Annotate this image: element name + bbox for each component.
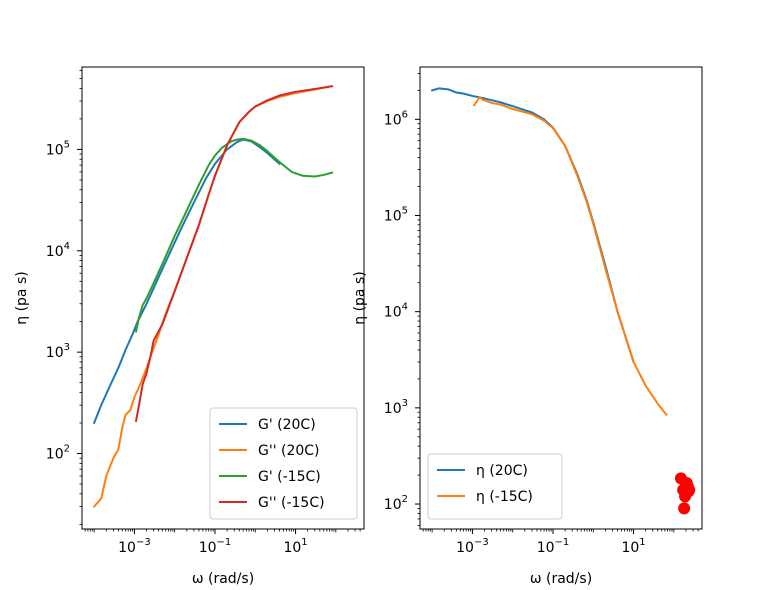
x-tick-label: 101	[283, 537, 307, 556]
legend: G' (20C) G'' (20C) G' (-15C) G'' (-15C)	[209, 407, 358, 520]
right-chart-panel: 10−3 10−1 101 102 103 104 105 106 ω (rad/s) η (pa…	[352, 66, 703, 587]
plot-area	[430, 87, 696, 515]
data-point	[678, 502, 691, 515]
y-tick-label: 102	[46, 444, 70, 463]
y-tick-label: 103	[384, 398, 408, 417]
legend-label: η (20C)	[476, 463, 528, 479]
legend-label: G'' (20C)	[258, 443, 320, 459]
series-line	[472, 96, 668, 417]
y-tick-label: 104	[384, 302, 408, 321]
y-axis-label: η (pa s)	[14, 271, 30, 324]
data-point	[679, 479, 692, 492]
x-axis-label: ω (rad/s)	[192, 571, 254, 587]
axes-frame	[81, 66, 365, 530]
y-tick-label: 102	[384, 494, 408, 513]
legend-box	[209, 407, 358, 520]
legend: η (20C) η (-15C)	[427, 453, 563, 520]
y-tick-label: 105	[384, 206, 408, 225]
y-tick-label: 106	[384, 109, 408, 128]
x-tick-label: 10−3	[118, 537, 151, 556]
x-tick-label: 10−1	[537, 537, 570, 556]
x-tick-label: 101	[621, 537, 645, 556]
plot-area	[92, 85, 334, 508]
y-tick-label: 104	[46, 241, 70, 260]
series-line	[134, 85, 334, 423]
y-tick-label: 105	[46, 139, 70, 158]
series-line	[92, 138, 281, 425]
series-line	[134, 137, 334, 333]
series-line	[430, 87, 635, 364]
x-tick-label: 10−1	[199, 537, 232, 556]
x-tick-label: 10−3	[456, 537, 489, 556]
legend-label: G' (20C)	[258, 417, 316, 433]
y-axis-label: η (pa s)	[352, 271, 368, 324]
legend-label: η (-15C)	[476, 489, 533, 505]
axes-frame	[419, 66, 703, 530]
y-tick-label: 103	[46, 342, 70, 361]
x-axis-label: ω (rad/s)	[530, 571, 592, 587]
legend-label: G' (-15C)	[258, 469, 321, 485]
left-chart-panel: 10−3 10−1 101 102 103 104 105 ω (rad/s) η (pa s)…	[14, 66, 365, 587]
legend-label: G'' (-15C)	[258, 495, 325, 511]
